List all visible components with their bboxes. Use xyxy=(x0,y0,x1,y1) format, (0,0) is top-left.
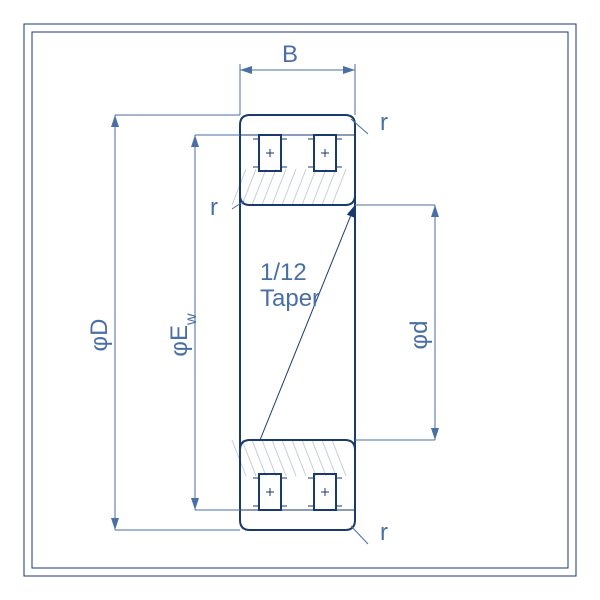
bearing-diagram: BφD φEw φd r r r 1/12Taper xyxy=(0,0,600,600)
taper-ratio: 1/12 xyxy=(260,259,307,286)
taper-label: Taper xyxy=(260,285,320,312)
dim-label-phid: φd xyxy=(406,321,433,350)
dim-label-phiD: φD xyxy=(86,319,113,352)
callout-r-bot-right: r xyxy=(380,519,388,546)
callout-r-top-right: r xyxy=(380,109,388,136)
callout-r-inner-left: r xyxy=(210,194,218,221)
dim-label-phiEw: φEw xyxy=(166,313,200,357)
dim-label-B: B xyxy=(282,41,298,68)
